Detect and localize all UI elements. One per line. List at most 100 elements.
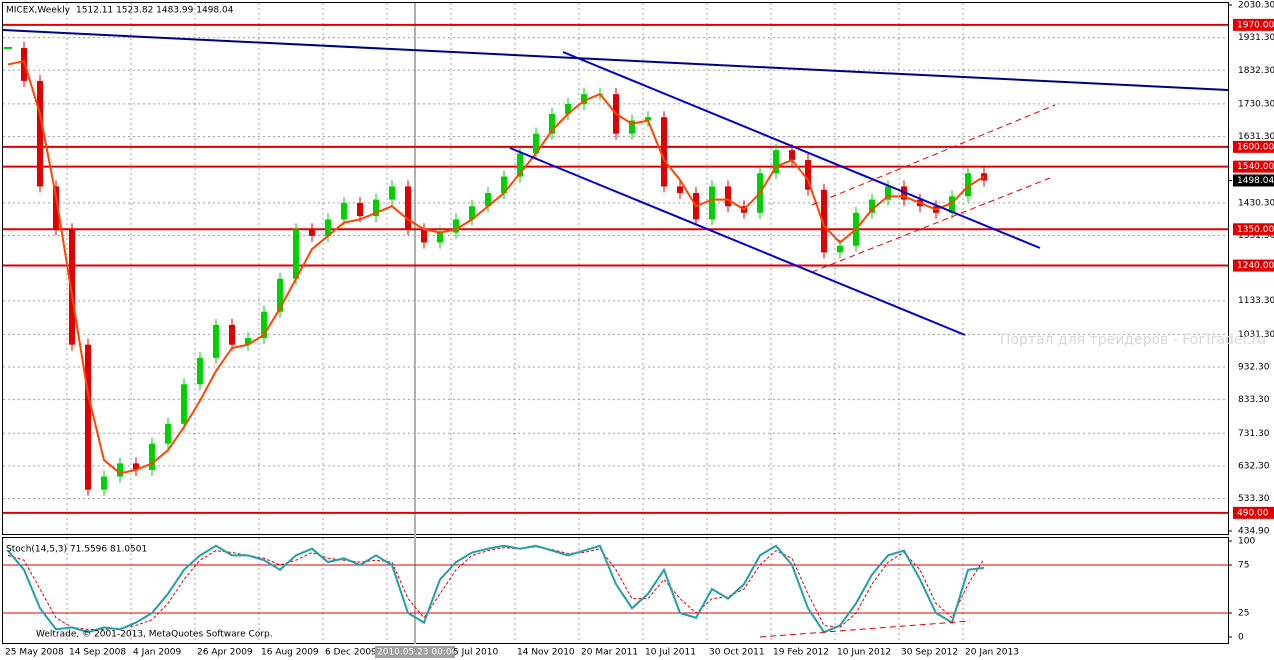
candle (645, 117, 651, 121)
level-label-bg (1233, 18, 1274, 31)
x-tick-label: 6 Dec 2009 (325, 648, 377, 658)
candle (869, 199, 875, 213)
candle (821, 189, 827, 253)
candle (469, 206, 475, 220)
candle (357, 202, 363, 217)
candle (261, 311, 267, 339)
current-price-bg (1233, 174, 1274, 187)
candle (373, 199, 379, 217)
stoch-title: Stoch(14,5,3) 71.5596 81.0501 (6, 545, 147, 555)
candle (565, 104, 571, 114)
candle (501, 176, 507, 194)
candle (965, 173, 971, 197)
candle (277, 278, 283, 312)
level-label-bg (1233, 506, 1274, 519)
candle (181, 384, 187, 424)
x-tick-label: 5 Jul 2010 (453, 648, 498, 658)
y-tick-label: 434.90 (1238, 527, 1270, 537)
y-tick-label: 731.30 (1238, 429, 1270, 439)
level-label: 1240.00 (1237, 261, 1274, 271)
x-tick-label: 30 Oct 2011 (709, 648, 765, 658)
y-tick-label: 1331.30 (1238, 231, 1274, 241)
y-tick-label: 1730.30 (1238, 99, 1274, 109)
candle (629, 120, 635, 134)
x-tick-label: 4 Jan 2009 (133, 648, 181, 658)
candle (133, 463, 139, 470)
chart-title: MICEX,Weekly (6, 6, 71, 16)
candle (405, 186, 411, 230)
y-tick-label: 1430.30 (1238, 198, 1274, 208)
candle (85, 344, 91, 490)
stoch-frame (2, 537, 1229, 644)
stoch-main (7, 544, 985, 634)
ohlc-label: 1512.11 1523.82 1483.99 1498.04 (76, 6, 234, 16)
candle (677, 186, 683, 194)
level-label-bg (1233, 160, 1274, 173)
level-label: 490.00 (1237, 508, 1269, 518)
candle (661, 117, 667, 187)
y-tick-label: 1931.30 (1238, 33, 1274, 43)
level-label: 1350.00 (1237, 225, 1274, 235)
y-tick-label: 833.30 (1238, 395, 1270, 405)
channel-line (509, 147, 966, 336)
plot: 25 May 2008 14 Sep 2008 4 Jan 2009 26 Apr 2… (3, 1, 1274, 658)
x-tick-label: 30 Sep 2012 (901, 648, 958, 658)
candle (69, 229, 75, 345)
stoch-tick-label: 25 (1238, 609, 1249, 619)
x-tick-label: 26 Apr 2009 (197, 648, 253, 658)
x-tick-label: 2010.05.23 00:00 (377, 648, 458, 658)
x-tick-label: 16 Aug 2009 (261, 648, 319, 658)
candle (165, 423, 171, 444)
candle (549, 113, 555, 134)
stoch-tick-label: 100 (1238, 537, 1255, 547)
stoch-trend-line (759, 620, 971, 638)
y-tick-label: 632.30 (1238, 461, 1270, 471)
candle (149, 443, 155, 470)
x-tick-label: 19 Feb 2012 (773, 648, 829, 658)
x-tick-label: 10 Jul 2011 (645, 648, 696, 658)
channel-line (811, 104, 1056, 206)
candle (453, 219, 459, 233)
x-tick-label: 14 Sep 2008 (69, 648, 126, 658)
candle (789, 150, 795, 161)
candle (709, 186, 715, 220)
x-tick-label: 20 Jan 2013 (965, 648, 1019, 658)
y-tick-label: 533.30 (1238, 494, 1270, 504)
candle (197, 357, 203, 385)
x-tick-label: 14 Nov 2010 (517, 648, 575, 658)
y-tick-label: 1031.30 (1238, 330, 1274, 340)
candle (53, 186, 59, 230)
candle (485, 193, 491, 207)
level-label: 1600.00 (1237, 142, 1274, 152)
candle (421, 229, 427, 243)
candle (437, 232, 443, 243)
channel-line (562, 51, 1041, 249)
candle (101, 476, 107, 490)
watermark: Портал для трейдеров - ForTrader.ru (1000, 332, 1266, 348)
y-tick-label: 1832.30 (1238, 66, 1274, 76)
main-frame (2, 2, 1229, 535)
candle (245, 338, 251, 345)
candle (117, 463, 123, 477)
candle (949, 196, 955, 213)
level-label-bg (1233, 140, 1274, 153)
candle (229, 324, 235, 345)
candle (773, 150, 779, 174)
candle (389, 186, 395, 200)
channel-line (811, 177, 1051, 273)
level-label: 1540.00 (1237, 162, 1274, 172)
level-label-bg (1233, 259, 1274, 272)
candle (837, 245, 843, 253)
moving-average (7, 59, 985, 475)
stoch-tick-label: 0 (1238, 633, 1244, 643)
candle (885, 186, 891, 200)
copyright: Weltrade, © 2001-2013, MetaQuotes Softwa… (36, 630, 273, 640)
stoch-signal (7, 546, 985, 630)
candle (725, 186, 731, 207)
candle (805, 160, 811, 190)
stoch-tick-label: 75 (1238, 561, 1249, 571)
y-tick-label: 1631.30 (1238, 132, 1274, 142)
